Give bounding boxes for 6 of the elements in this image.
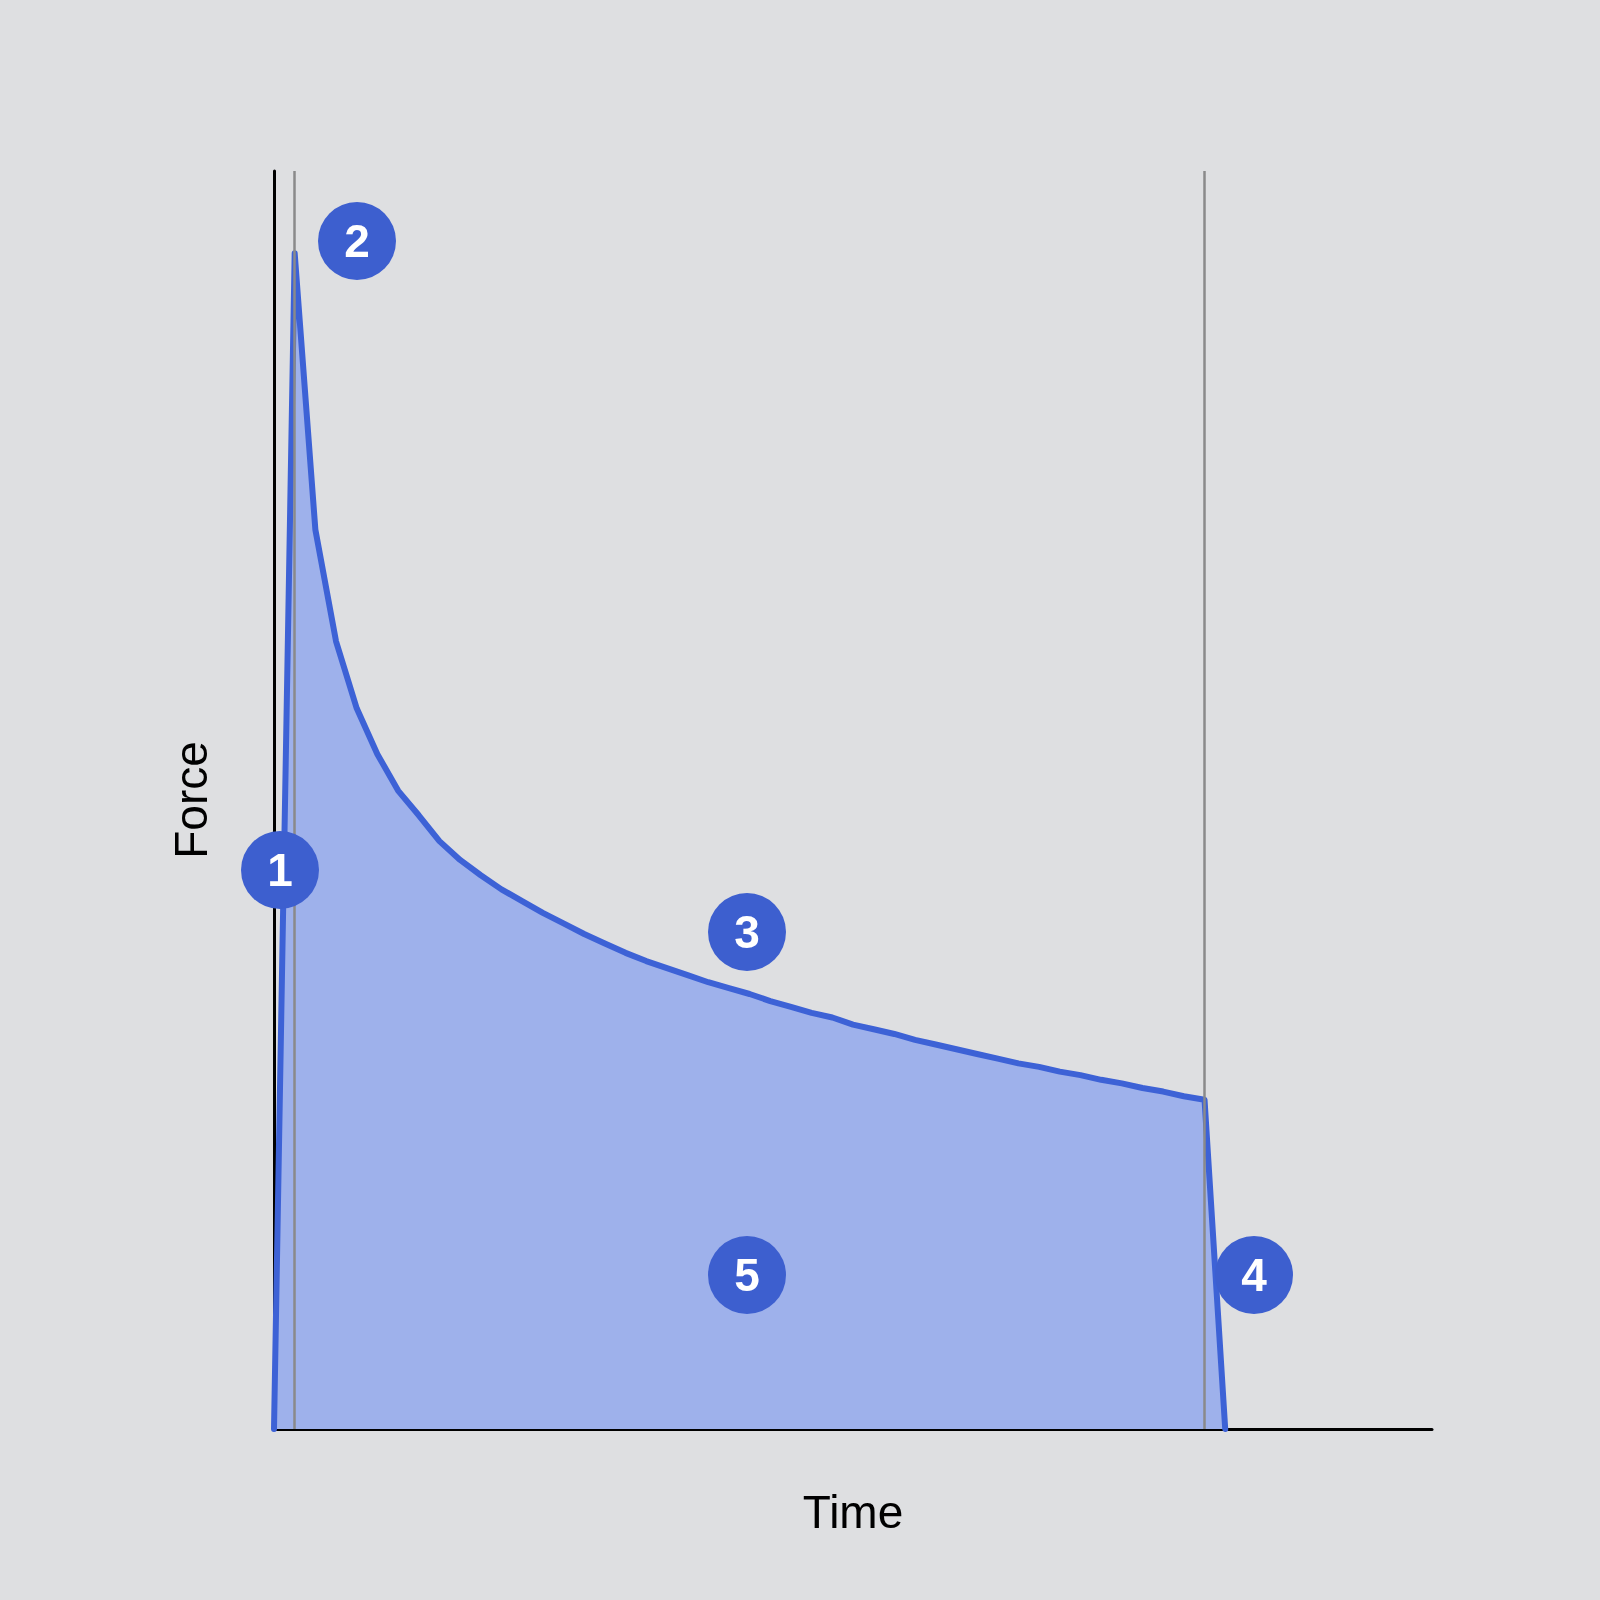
numbered-circle: 3 xyxy=(708,893,786,971)
numbered-circle: 4 xyxy=(1215,1236,1293,1314)
numbered-circle: 1 xyxy=(241,831,319,909)
numbered-circle: 2 xyxy=(318,202,396,280)
x-axis-title: Time xyxy=(802,1486,904,1538)
y-axis-title: Force xyxy=(165,741,217,859)
